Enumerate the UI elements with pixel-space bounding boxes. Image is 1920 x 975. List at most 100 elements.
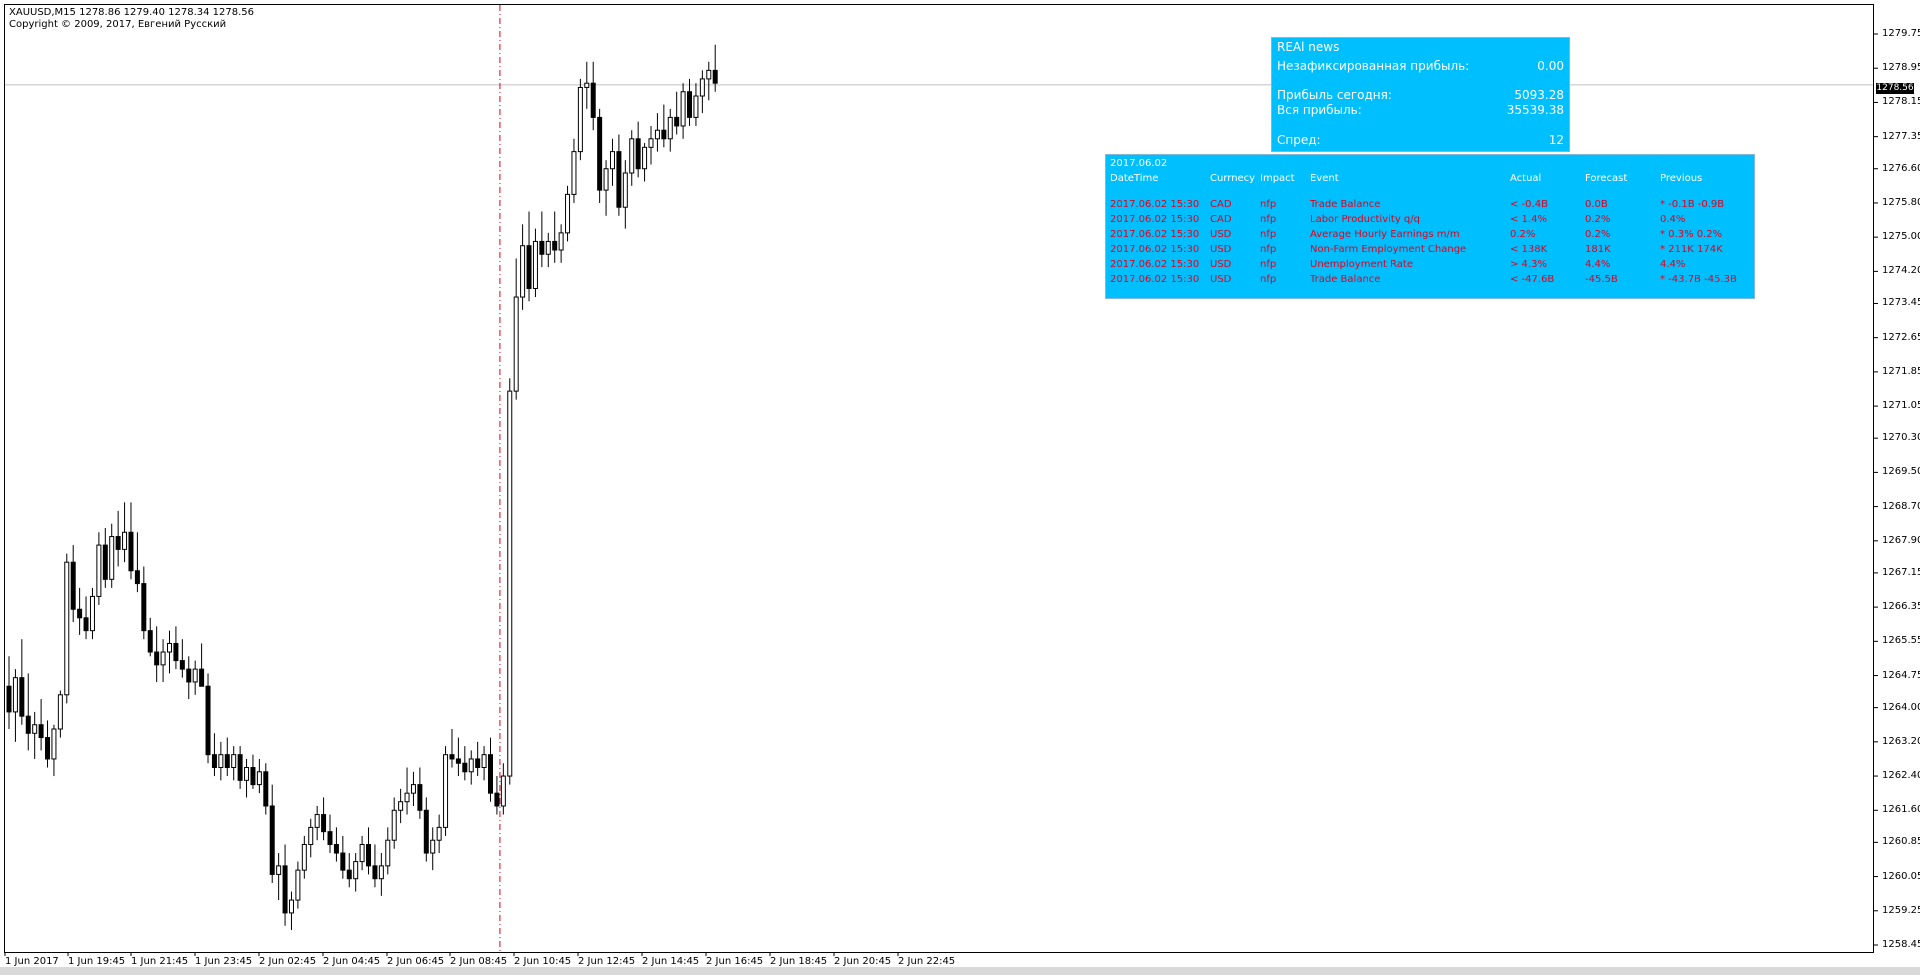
header-event: Event (1310, 173, 1339, 184)
bear-candle (340, 852, 346, 871)
news-cell: nfp (1260, 244, 1277, 255)
bear-candle (488, 754, 493, 794)
header-previous: Previous (1660, 173, 1703, 184)
news-cell: < -0.4B (1510, 199, 1548, 210)
bull-candle (468, 758, 474, 773)
news-cell: * -0.1B -0.9B (1660, 199, 1725, 210)
unrealized-label: Незафиксированная прибыль: (1277, 59, 1470, 73)
bull-candle (404, 792, 410, 803)
bull-candle (609, 151, 615, 170)
time-tick-label: 2 Jun 20:45 (834, 956, 892, 967)
bull-candle (507, 390, 513, 777)
spread-value: 12 (1548, 133, 1564, 147)
news-cell: < -47.6B (1510, 274, 1555, 285)
price-tick-label: 1274.20 (1882, 265, 1920, 277)
bull-candle (648, 138, 654, 148)
bear-candle (712, 69, 718, 84)
price-tick-label: 1266.35 (1882, 601, 1920, 613)
price-tick-label: 1278.95 (1882, 62, 1920, 74)
bear-candle (475, 758, 481, 769)
bull-candle (545, 240, 551, 255)
bear-candle (102, 544, 108, 580)
bull-candle (314, 814, 320, 828)
news-cell: 2017.06.02 15:30 (1110, 244, 1200, 255)
time-tick-label: 2 Jun 16:45 (706, 956, 764, 967)
bull-candle (398, 801, 404, 811)
bear-candle (635, 138, 641, 170)
bull-candle (256, 771, 262, 786)
bull-candle (693, 95, 699, 118)
news-cell: Unemployment Rate (1310, 259, 1413, 270)
bear-candle (462, 762, 468, 773)
header-actual: Actual (1510, 173, 1542, 184)
bull-candle (12, 677, 18, 713)
news-cell: Non-Farm Employment Change (1310, 244, 1467, 255)
time-tick-label: 2 Jun 04:45 (323, 956, 381, 967)
time-tick-label: 2 Jun 22:45 (898, 956, 956, 967)
price-tick-label: 1275.80 (1882, 196, 1920, 208)
time-tick-label: 2 Jun 02:45 (259, 956, 317, 967)
bear-candle (199, 668, 205, 687)
bull-candle (64, 561, 70, 696)
news-cell: Trade Balance (1310, 199, 1381, 210)
bear-candle (250, 767, 256, 786)
news-cell: 181K (1585, 244, 1611, 255)
bull-candle (57, 694, 63, 730)
price-tick-label: 1278.15 (1882, 96, 1920, 108)
price-tick-label: 1272.65 (1882, 331, 1920, 343)
news-cell: < 1.4% (1510, 214, 1547, 225)
unrealized-value: 0.00 (1537, 59, 1564, 73)
bull-candle (436, 826, 442, 841)
bear-candle (45, 737, 51, 760)
news-cell: 0.2% (1585, 214, 1611, 225)
bull-candle (571, 151, 577, 195)
bull-candle (359, 843, 365, 863)
price-tick-label: 1263.20 (1882, 735, 1920, 747)
bear-candle (372, 865, 378, 880)
bear-candle (423, 809, 429, 854)
bear-candle (590, 82, 596, 118)
bull-candle (513, 296, 519, 392)
bear-candle (211, 754, 217, 769)
bull-candle (301, 843, 307, 871)
bear-candle (552, 240, 558, 251)
bear-candle (70, 561, 76, 610)
time-tick-label: 1 Jun 19:45 (68, 956, 126, 967)
price-tick-label: 1264.00 (1882, 701, 1920, 713)
bull-candle (378, 865, 384, 880)
time-tick-label: 2 Jun 12:45 (578, 956, 636, 967)
bear-candle (205, 685, 211, 756)
bull-candle (32, 724, 38, 734)
total-label: Вся прибыль: (1277, 103, 1362, 117)
price-tick-label: 1268.70 (1882, 500, 1920, 512)
price-tick-label: 1260.85 (1882, 836, 1920, 848)
bear-candle (25, 715, 31, 734)
bull-candle (532, 240, 538, 289)
bear-candle (263, 771, 269, 807)
news-cell: 4.4% (1660, 259, 1686, 270)
time-tick-label: 2 Jun 06:45 (387, 956, 445, 967)
header-forecast: Forecast (1585, 173, 1628, 184)
news-cell: Labor Productivity q/q (1310, 214, 1420, 225)
news-cell: USD (1210, 274, 1232, 285)
bear-candle (269, 805, 275, 875)
news-cell: nfp (1260, 229, 1277, 240)
status-strip (0, 967, 1920, 975)
bull-candle (654, 129, 660, 140)
profit-panel-title: REAl news (1277, 40, 1340, 54)
copyright-text: Copyright © 2009, 2017, Евгений Русский (9, 19, 227, 30)
bull-candle (565, 193, 571, 234)
news-cell: 0.2% (1585, 229, 1611, 240)
symbol-info: XAUUSD,M15 1278.86 1279.40 1278.34 1278.… (9, 7, 255, 18)
bull-candle (577, 86, 583, 153)
price-tick-label: 1271.05 (1882, 400, 1920, 412)
news-cell: nfp (1260, 259, 1277, 270)
time-tick-label: 1 Jun 23:45 (195, 956, 253, 967)
bull-candle (391, 809, 397, 841)
news-cell: > 4.3% (1510, 259, 1547, 270)
news-cell: USD (1210, 229, 1232, 240)
time-tick-label: 1 Jun 2017 (5, 956, 59, 967)
price-tick-label: 1275.00 (1882, 231, 1920, 243)
plot-area[interactable] (4, 4, 1874, 953)
